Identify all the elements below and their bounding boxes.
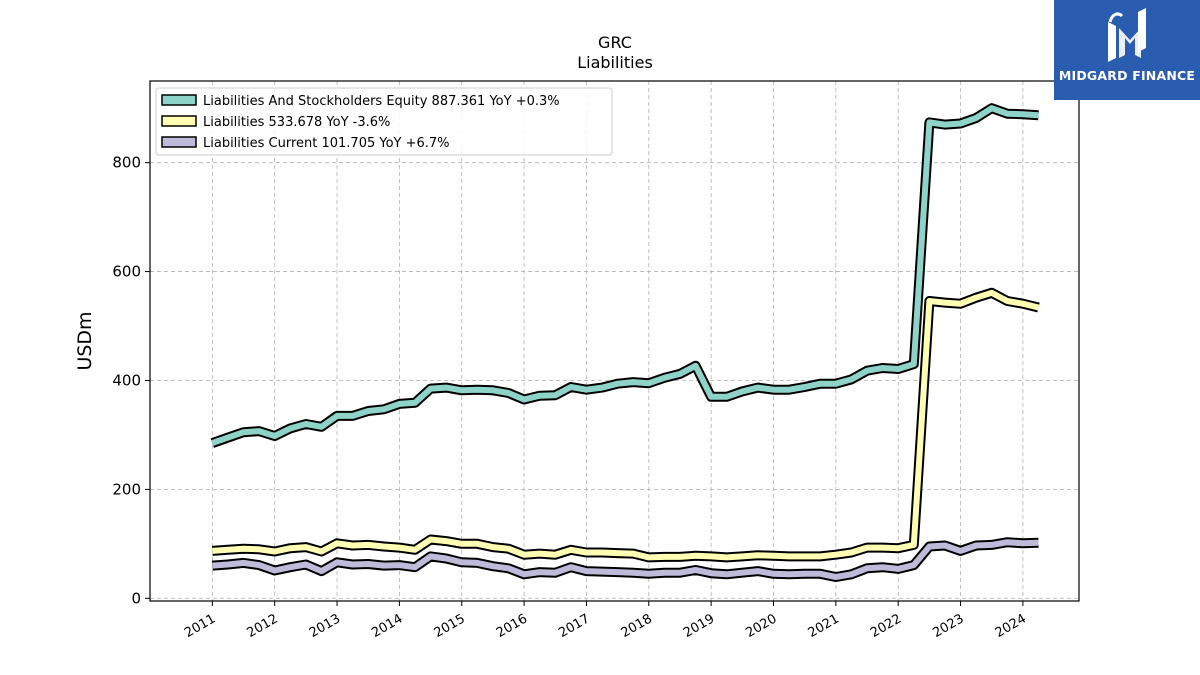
grid [150,81,1079,601]
legend: Liabilities And Stockholders Equity 887.… [155,87,613,156]
y-tick-label: 200 [112,480,141,498]
legend-swatch [161,94,197,106]
x-tick-label: 2016 [494,611,530,641]
y-tick-label: 800 [112,154,141,172]
series-line [212,539,1039,580]
x-tick-label: 2014 [369,611,405,641]
legend-item: Liabilities And Stockholders Equity 887.… [161,94,560,109]
x-tick-label: 2018 [619,611,655,641]
legend-item: Liabilities 533.678 YoY -3.6% [161,115,390,130]
x-tick-label: 2024 [993,611,1029,641]
plot-frame [149,80,1080,602]
chart-title: GRC [598,33,632,52]
midgard-monogram-icon [1108,8,1146,62]
x-tick-label: 2022 [868,611,904,641]
legend-box [155,87,613,156]
x-tick-label: 2021 [806,611,842,641]
series-1 [210,103,1039,448]
series-line [212,289,1040,561]
series-lines [210,103,1040,582]
x-tick-label: 2013 [307,611,343,641]
legend-swatch [161,136,197,148]
legend-swatch [161,115,197,127]
legend-label: Liabilities 533.678 YoY -3.6% [203,115,390,130]
x-tick-label: 2017 [556,611,592,641]
legend-item: Liabilities Current 101.705 YoY +6.7% [161,136,450,151]
y-tick-label: 600 [112,263,141,281]
series-3 [211,537,1039,582]
legend-label: Liabilities Current 101.705 YoY +6.7% [203,136,450,151]
x-tick-label: 2019 [681,611,717,641]
x-tick-label: 2012 [245,611,281,641]
x-tick-label: 2015 [432,611,468,641]
series-2 [211,287,1040,563]
x-tick-label: 2023 [930,611,966,641]
series-line [211,105,1039,446]
midgard-finance-logo: MIDGARD FINANCE [1054,0,1200,100]
brand-name: MIDGARD FINANCE [1058,68,1196,83]
series-outline [210,103,1039,448]
chart-subtitle: Liabilities [577,53,653,72]
y-tick-label: 400 [112,371,141,389]
y-axis-label: USDm [74,311,96,370]
x-tick-label: 2020 [743,611,779,641]
y-tick-label: 0 [131,589,141,607]
x-tick-label: 2011 [182,611,218,641]
legend-label: Liabilities And Stockholders Equity 887.… [203,94,560,109]
